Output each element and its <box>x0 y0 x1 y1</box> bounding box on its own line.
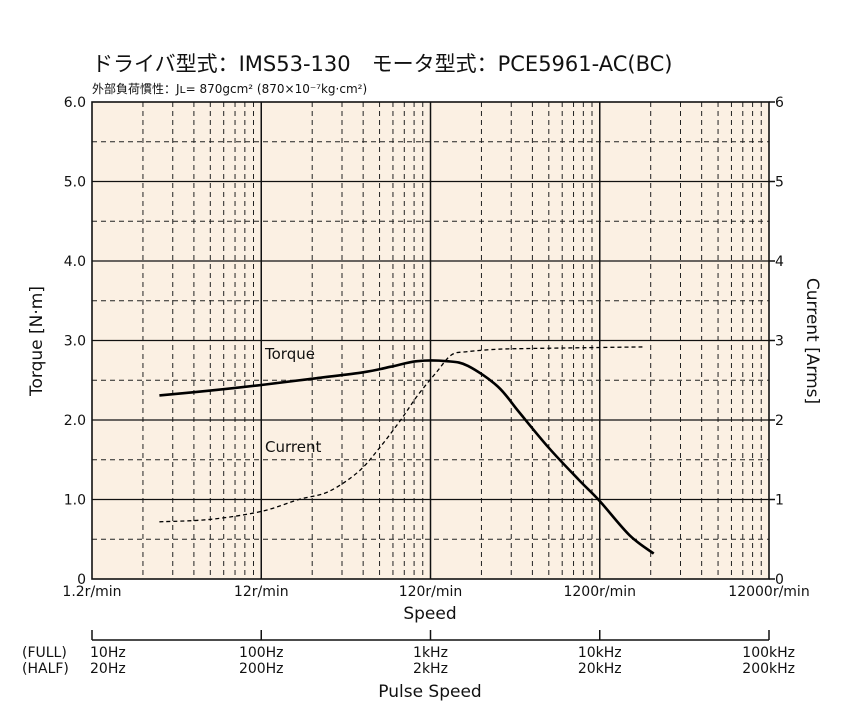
y2-tick-label: 2 <box>775 413 784 429</box>
x-tick-label: 12000r/min <box>728 584 809 600</box>
pulse-axis-label: Pulse Speed <box>378 682 481 702</box>
y-tick-label: 6.0 <box>64 95 86 111</box>
pulse-half-label: (HALF) <box>22 661 69 677</box>
y2-axis-label: Current [Arms] <box>802 278 822 404</box>
pulse-half-tick-label: 20Hz <box>90 661 126 677</box>
y2-tick-label: 0 <box>775 572 784 588</box>
x-axis-label: Speed <box>403 604 456 624</box>
chart-title: ドライバ型式：IMS53-130 モータ型式：PCE5961-AC(BC) <box>92 52 673 76</box>
pulse-full-label: (FULL) <box>22 645 67 661</box>
y-tick-label: 5.0 <box>64 175 86 191</box>
x-tick-label: 120r/min <box>399 584 463 600</box>
series-label-current: Current <box>265 438 321 456</box>
tick-labels: 1.2r/min 12r/min 120r/min 1200r/min 12000r/m… <box>62 95 809 600</box>
pulse-full-tick-label: 100Hz <box>239 645 284 661</box>
y2-tick-label: 5 <box>775 175 784 191</box>
x-tick-label: 1200r/min <box>563 584 636 600</box>
series-line-torque <box>159 359 655 555</box>
chart-subtitle: 外部負荷慣性：Jʟ= 870gcm² (870×10⁻⁷kg·cm²) <box>92 81 367 96</box>
pulse-half-tick-label: 200kHz <box>742 661 795 677</box>
series-line-current <box>159 346 645 523</box>
pulse-half-tick-label: 2kHz <box>413 661 448 677</box>
y2-tick-label: 3 <box>775 334 784 350</box>
pulse-full-tick-label: 1kHz <box>413 645 448 661</box>
pulse-full-tick-label: 10kHz <box>578 645 622 661</box>
y-tick-label: 0 <box>77 572 86 588</box>
plot-frame <box>91 101 770 580</box>
y-tick-label: 2.0 <box>64 413 86 429</box>
pulse-half-tick-label: 200Hz <box>239 661 284 677</box>
x-tick-label: 12r/min <box>234 584 289 600</box>
grid <box>92 101 775 580</box>
y-tick-label: 1.0 <box>64 493 86 509</box>
pulse-full-tick-label: 10Hz <box>90 645 126 661</box>
series-label-torque: Torque <box>264 345 315 363</box>
y-tick-label: 4.0 <box>64 254 86 270</box>
x-tick-label: 1.2r/min <box>62 584 121 600</box>
curves <box>159 346 655 555</box>
y2-tick-label: 6 <box>775 95 784 111</box>
y-tick-label: 3.0 <box>64 334 86 350</box>
y2-tick-label: 1 <box>775 493 784 509</box>
pulse-half-tick-label: 20kHz <box>578 661 622 677</box>
y-axis-label: Torque [N·m] <box>27 286 47 397</box>
y2-tick-label: 4 <box>775 254 784 270</box>
pulse-full-tick-label: 100kHz <box>742 645 795 661</box>
